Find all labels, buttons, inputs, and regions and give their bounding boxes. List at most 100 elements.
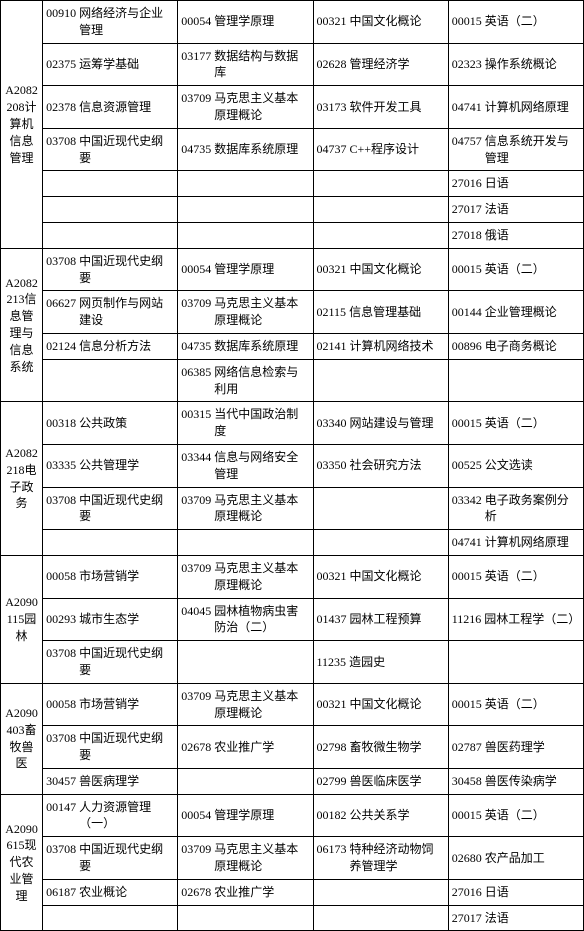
course-code: 06173: [317, 841, 347, 858]
course-code: 03709: [181, 560, 211, 577]
course-cell: [43, 197, 178, 223]
course-code: 02124: [46, 338, 76, 355]
course-cell: 04735数据库系统原理: [178, 333, 313, 359]
table-row: A2090615现代农业管理00147人力资源管理（一）00054管理学原理00…: [1, 794, 584, 837]
course-label: 管理经济学: [350, 56, 410, 73]
course-cell: [43, 530, 178, 556]
course-label: 信息资源管理: [79, 99, 151, 116]
course-label: 农产品加工: [485, 850, 545, 867]
course-cell: 30457兽医病理学: [43, 768, 178, 794]
course-label: 兽医病理学: [79, 773, 139, 790]
course-code: 00321: [317, 568, 347, 585]
course-cell: [313, 222, 448, 248]
course-cell: 03708中国近现代史纲要: [43, 128, 178, 171]
course-code: 04741: [452, 534, 482, 551]
course-code: 00015: [452, 807, 482, 824]
course-code: 02375: [46, 56, 76, 73]
course-label: 当代中国政治制度: [214, 406, 309, 440]
course-label: 园林植物病虫害防治（二）: [214, 603, 309, 637]
course-code: 03708: [46, 253, 76, 270]
course-cell: [178, 905, 313, 931]
course-label: 兽医传染病学: [485, 773, 557, 790]
table-row: A2082213信息管理与信息系统03708中国近现代史纲要00054管理学原理…: [1, 248, 584, 291]
course-label: 英语（二）: [485, 415, 545, 432]
course-cell: 00054管理学原理: [178, 794, 313, 837]
course-cell: 00321中国文化概论: [313, 555, 448, 598]
course-cell: 00321中国文化概论: [313, 1, 448, 44]
course-cell: [313, 530, 448, 556]
course-label: 马克思主义基本原理概论: [214, 688, 309, 722]
course-cell: [448, 641, 583, 684]
course-label: 兽医临床医学: [350, 773, 422, 790]
course-code: 03708: [46, 645, 76, 662]
major-header: A2082213信息管理与信息系统: [1, 248, 43, 402]
table-row: 00293城市生态学04045园林植物病虫害防治（二）01437园林工程预算11…: [1, 598, 584, 641]
course-label: 马克思主义基本原理概论: [214, 560, 309, 594]
course-cell: 04735数据库系统原理: [178, 128, 313, 171]
course-label: 园林工程预算: [350, 611, 422, 628]
course-label: 计算机网络原理: [485, 99, 569, 116]
course-cell: 00054管理学原理: [178, 1, 313, 44]
course-code: 02323: [452, 56, 482, 73]
course-label: 企业管理概论: [485, 304, 557, 321]
course-label: 英语（二）: [485, 807, 545, 824]
course-code: 00054: [181, 261, 211, 278]
table-row: 27016日语: [1, 171, 584, 197]
course-cell: 00315当代中国政治制度: [178, 402, 313, 445]
course-code: 00293: [46, 611, 76, 628]
course-cell: 00015英语（二）: [448, 794, 583, 837]
course-cell: 00318公共政策: [43, 402, 178, 445]
course-cell: 03709马克思主义基本原理概论: [178, 487, 313, 530]
table-row: 03708中国近现代史纲要 11235造园史: [1, 641, 584, 684]
course-code: 11235: [317, 654, 347, 671]
course-code: 04757: [452, 133, 482, 150]
course-code: 03350: [317, 457, 347, 474]
course-label: 公共关系学: [350, 807, 410, 824]
course-cell: 00144企业管理概论: [448, 291, 583, 334]
table-row: 06187农业概论02678农业推广学27016日语: [1, 879, 584, 905]
course-label: 特种经济动物饲养管理学: [350, 841, 445, 875]
course-code: 04735: [181, 141, 211, 158]
course-cell: 03708中国近现代史纲要: [43, 641, 178, 684]
course-cell: 03350社会研究方法: [313, 444, 448, 487]
course-code: 02680: [452, 850, 482, 867]
course-label: 英语（二）: [485, 568, 545, 585]
course-label: 信息系统开发与管理: [485, 133, 580, 167]
course-cell: 02678农业推广学: [178, 726, 313, 769]
course-label: 英语（二）: [485, 261, 545, 278]
course-cell: [43, 171, 178, 197]
course-label: 英语（二）: [485, 696, 545, 713]
course-label: 中国文化概论: [350, 568, 422, 585]
course-cell: 02323操作系统概论: [448, 43, 583, 86]
course-label: 市场营销学: [79, 568, 139, 585]
table-row: 03708中国近现代史纲要03709马克思主义基本原理概论 03342电子政务案例…: [1, 487, 584, 530]
course-cell: 04741计算机网络原理: [448, 530, 583, 556]
course-cell: [448, 359, 583, 402]
course-table: A2082208计算机信息管理00910网络经济与企业管理00054管理学原理0…: [0, 0, 584, 931]
course-label: 畜牧微生物学: [350, 739, 422, 756]
course-code: 02378: [46, 99, 76, 116]
course-code: 02115: [317, 304, 347, 321]
course-cell: 03342电子政务案例分析: [448, 487, 583, 530]
course-cell: 06173特种经济动物饲养管理学: [313, 837, 448, 880]
course-cell: 03709马克思主义基本原理概论: [178, 683, 313, 726]
course-code: 30457: [46, 773, 76, 790]
course-code: 04741: [452, 99, 482, 116]
course-label: 管理学原理: [214, 13, 274, 30]
course-label: 公共政策: [79, 415, 127, 432]
course-label: 法语: [485, 910, 509, 927]
course-cell: [313, 905, 448, 931]
course-label: 马克思主义基本原理概论: [214, 295, 309, 329]
course-cell: 06385网络信息检索与利用: [178, 359, 313, 402]
course-code: 03709: [181, 841, 211, 858]
course-cell: 01437园林工程预算: [313, 598, 448, 641]
course-label: 造园史: [349, 654, 385, 671]
course-cell: 03708中国近现代史纲要: [43, 487, 178, 530]
course-cell: 04045园林植物病虫害防治（二）: [178, 598, 313, 641]
course-cell: 02798畜牧微生物学: [313, 726, 448, 769]
course-label: 计算机网络原理: [485, 534, 569, 551]
course-cell: [178, 197, 313, 223]
course-cell: 27017法语: [448, 197, 583, 223]
course-cell: 00147人力资源管理（一）: [43, 794, 178, 837]
course-code: 00896: [452, 338, 482, 355]
